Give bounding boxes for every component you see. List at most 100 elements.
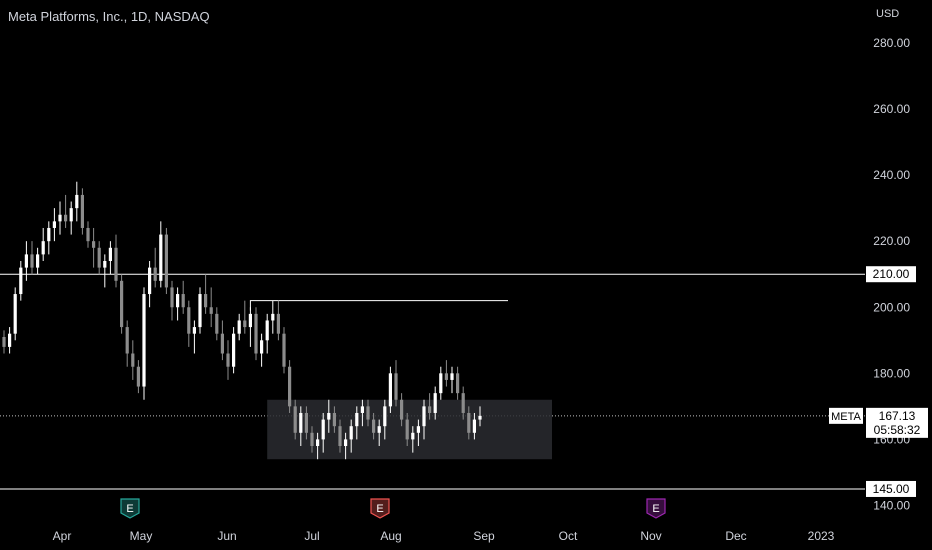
candle-body [254, 313, 258, 354]
candle [383, 399, 387, 440]
earnings-marker-shape [370, 498, 390, 519]
candle-body [355, 412, 359, 427]
candle [209, 287, 213, 328]
candle [19, 261, 23, 301]
x-tick-label: Aug [380, 529, 401, 543]
earnings-marker-icon: E [646, 498, 666, 519]
candle-body [405, 419, 409, 440]
x-tick-label: Sep [473, 529, 495, 543]
candle-body [422, 406, 426, 427]
chart-title: Meta Platforms, Inc., 1D, NASDAQ [8, 9, 210, 24]
candle-body [153, 267, 157, 281]
candle-body [86, 227, 90, 242]
candle-body [243, 320, 247, 328]
candle [394, 360, 398, 407]
candle-body [232, 333, 236, 367]
candle-body [439, 373, 443, 394]
countdown-label: 05:58:32 [874, 423, 921, 437]
candle [148, 261, 152, 308]
candle-body [248, 313, 252, 328]
candle [198, 287, 202, 334]
candle-body [400, 399, 404, 420]
candle-body [75, 194, 79, 209]
candle [13, 287, 17, 341]
candle [260, 333, 264, 367]
candle-body [310, 432, 314, 447]
resistance-segment [249, 300, 508, 311]
consolidation-box-rect [267, 399, 552, 460]
candle [467, 406, 471, 440]
candle [125, 320, 129, 367]
candle [47, 221, 51, 255]
candle [114, 234, 118, 288]
candle [86, 221, 90, 248]
candle [332, 406, 336, 433]
y-tick-label: 240.00 [873, 168, 910, 182]
level-badge-1 [866, 480, 916, 497]
y-tick-label: 280.00 [873, 36, 910, 50]
candle [220, 320, 224, 361]
candle [472, 412, 476, 440]
candle-body [372, 419, 376, 433]
candle [142, 287, 146, 400]
candle-body [237, 320, 241, 334]
candle-body [321, 419, 325, 440]
candle-body [148, 267, 152, 295]
candle-body [338, 426, 342, 447]
price-axis[interactable]: 280.00260.00240.00220.00200.00180.00160.… [829, 36, 928, 513]
earnings-marker-label: E [652, 503, 659, 515]
earnings-marker-shape [646, 498, 666, 519]
candle-body [24, 254, 28, 268]
candle-body [159, 234, 163, 281]
candle [58, 201, 62, 235]
last-price-label: 167.13 [879, 409, 916, 423]
candle [232, 327, 236, 374]
candle [120, 274, 124, 334]
candle-body [80, 194, 84, 228]
y-tick-label: 140.00 [873, 498, 910, 512]
candle [439, 366, 443, 400]
candle-body [19, 267, 23, 295]
candle [24, 241, 28, 281]
candle-body [271, 313, 275, 321]
candle [226, 340, 230, 380]
candle [243, 300, 247, 334]
candle-body [108, 247, 112, 261]
candle-body [30, 254, 34, 268]
y-tick-label: 200.00 [873, 300, 910, 314]
candle [428, 393, 432, 420]
candle [271, 300, 275, 334]
candle-body [349, 426, 353, 440]
x-tick-label: Oct [559, 529, 578, 543]
candle [131, 340, 135, 380]
candle-body [58, 214, 62, 222]
candle [304, 406, 308, 440]
x-tick-label: 2023 [808, 529, 835, 543]
candle-body [198, 294, 202, 328]
candle-body [164, 234, 168, 288]
y-tick-label: 260.00 [873, 102, 910, 116]
candle-body [360, 406, 364, 413]
candle [355, 406, 359, 440]
candle [80, 188, 84, 235]
level-badge-label: 145.00 [873, 482, 910, 496]
candle-body [142, 294, 146, 387]
candle [276, 300, 280, 341]
candle [282, 327, 286, 374]
x-tick-label: May [130, 529, 153, 543]
consolidation-box [267, 399, 552, 460]
earnings-marker-shape [120, 498, 140, 519]
candle [103, 254, 107, 288]
candle-body [377, 426, 381, 433]
x-tick-label: Dec [725, 529, 746, 543]
candle-body [125, 327, 129, 354]
candle [30, 241, 34, 275]
currency-label: USD [876, 8, 900, 20]
candle [422, 399, 426, 440]
candle [444, 360, 448, 387]
candle-body [478, 415, 482, 420]
time-axis[interactable]: Apr May Jun Jul Aug Sep Oct Nov Dec 2023 [53, 529, 835, 543]
candle [456, 366, 460, 400]
